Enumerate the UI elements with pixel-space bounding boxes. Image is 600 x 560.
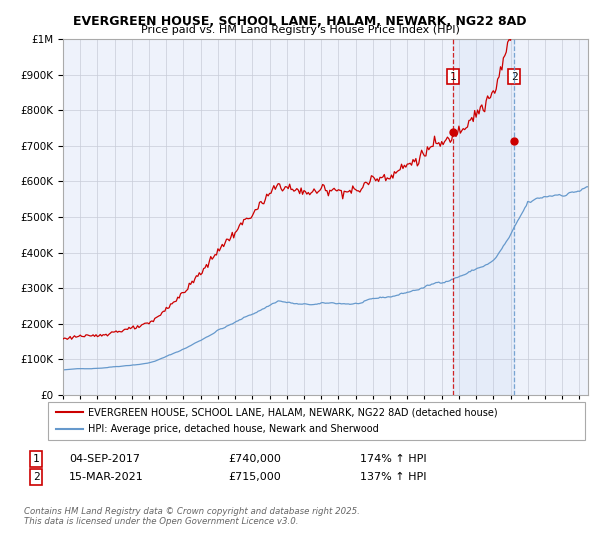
Text: 15-MAR-2021: 15-MAR-2021 [69, 472, 144, 482]
Text: HPI: Average price, detached house, Newark and Sherwood: HPI: Average price, detached house, Newa… [88, 424, 379, 434]
Text: 1: 1 [32, 454, 40, 464]
Text: 2: 2 [511, 72, 518, 82]
Text: Price paid vs. HM Land Registry's House Price Index (HPI): Price paid vs. HM Land Registry's House … [140, 25, 460, 35]
Text: EVERGREEN HOUSE, SCHOOL LANE, HALAM, NEWARK, NG22 8AD (detached house): EVERGREEN HOUSE, SCHOOL LANE, HALAM, NEW… [88, 407, 498, 417]
Text: £740,000: £740,000 [228, 454, 281, 464]
Text: 1: 1 [450, 72, 457, 82]
Text: 137% ↑ HPI: 137% ↑ HPI [360, 472, 427, 482]
Text: £715,000: £715,000 [228, 472, 281, 482]
Text: 174% ↑ HPI: 174% ↑ HPI [360, 454, 427, 464]
Text: Contains HM Land Registry data © Crown copyright and database right 2025.
This d: Contains HM Land Registry data © Crown c… [24, 507, 360, 526]
Text: EVERGREEN HOUSE, SCHOOL LANE, HALAM, NEWARK, NG22 8AD: EVERGREEN HOUSE, SCHOOL LANE, HALAM, NEW… [73, 15, 527, 28]
Text: 04-SEP-2017: 04-SEP-2017 [69, 454, 140, 464]
FancyBboxPatch shape [48, 402, 585, 440]
Bar [453, 39, 514, 395]
Text: 2: 2 [32, 472, 40, 482]
